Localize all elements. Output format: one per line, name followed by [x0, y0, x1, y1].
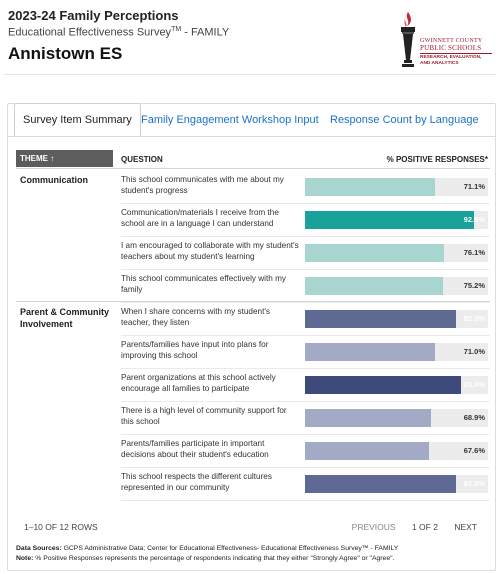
bar-fill [305, 310, 456, 328]
header-divider [4, 74, 496, 75]
bar-value-label: 82.5% [463, 479, 485, 488]
bar-track: 68.9% [305, 409, 488, 427]
bar-track: 71.1% [305, 178, 488, 196]
report-header: 2023-24 Family Perceptions Educational E… [8, 8, 492, 70]
question-text: Parents/families have input into plans f… [121, 340, 269, 360]
tab-underline [8, 136, 495, 137]
note-text: % Positive Responses represents the perc… [33, 555, 395, 562]
question-text: This school respects the different cultu… [121, 472, 272, 492]
bar-track: 82.3% [305, 310, 488, 328]
subtitle-text: Educational Effectiveness Survey [8, 26, 172, 39]
question-text: There is a high level of community suppo… [121, 406, 287, 426]
table-row: This school communicates effectively wit… [121, 269, 490, 303]
bar-track: 85.4% [305, 376, 488, 394]
data-sources-note: Data Sources: GCPS Administrative Data; … [16, 544, 496, 554]
logo-line3: RESEARCH, EVALUATION, AND ANALYTICS [420, 55, 482, 66]
logo-line2: PUBLIC SCHOOLS [420, 44, 482, 52]
tab-bar: Survey Item Summary Family Engagement Wo… [8, 103, 495, 137]
theme-group-parent-community-involvement: Parent & Community Involvement When I sh… [16, 302, 490, 502]
bar-fill [305, 475, 456, 493]
table-row: When I share concerns with my student's … [121, 302, 490, 336]
tab-family-engagement-workshop-input[interactable]: Family Engagement Workshop Input [141, 114, 319, 126]
bar-fill [305, 376, 462, 394]
bar-track: 71.0% [305, 343, 488, 361]
table-row: Parent organizations at this school acti… [121, 368, 490, 402]
report-title: 2023-24 Family Perceptions [8, 8, 179, 23]
bar-value-label: 92.6% [463, 215, 485, 224]
question-text: Parent organizations at this school acti… [121, 373, 276, 393]
bar-value-label: 82.3% [463, 314, 485, 323]
question-text: When I share concerns with my student's … [121, 307, 271, 327]
bar-track: 92.6% [305, 211, 488, 229]
question-text: This school communicates with me about m… [121, 175, 284, 195]
report-subtitle: Educational Effectiveness SurveyTM - FAM… [8, 23, 492, 40]
bar-fill [305, 244, 445, 262]
column-header-theme[interactable]: THEME ↑ [16, 150, 113, 167]
bar-value-label: 71.1% [463, 182, 485, 191]
theme-group-communication: Communication This school communicates w… [16, 170, 490, 303]
gcps-logo: GWINNETT COUNTY PUBLIC SCHOOLS RESEARCH,… [396, 10, 492, 70]
bar-fill [305, 442, 429, 460]
table-row: There is a high level of community suppo… [121, 401, 490, 435]
question-text: I am encouraged to collaborate with my s… [121, 241, 299, 261]
torch-icon [401, 12, 415, 67]
table-row: Parents/families participate in importan… [121, 434, 490, 468]
previous-page-button[interactable]: PREVIOUS [351, 522, 396, 532]
table-row: Parents/families have input into plans f… [121, 335, 490, 369]
bar-track: 75.2% [305, 277, 488, 295]
theme-label: Communication [20, 175, 89, 185]
bar-value-label: 67.6% [463, 446, 485, 455]
next-page-button[interactable]: NEXT [454, 522, 477, 532]
bar-fill [305, 343, 435, 361]
group-separator [16, 301, 490, 302]
subtitle-suffix: - FAMILY [181, 26, 230, 39]
note-label: Note: [16, 555, 34, 562]
logo-rule [420, 53, 492, 54]
table-row: I am encouraged to collaborate with my s… [121, 236, 490, 270]
percent-note: Note: % Positive Responses represents th… [16, 554, 496, 564]
school-name: Annistown ES [8, 43, 123, 63]
column-header-pct-positive[interactable]: % POSITIVE RESPONSES* [386, 155, 488, 164]
bar-track: 76.1% [305, 244, 488, 262]
column-header-question[interactable]: QUESTION [121, 155, 163, 164]
rows-info: 1–10 OF 12 ROWS [24, 522, 98, 532]
pagination: PREVIOUS 1 OF 2 NEXT [338, 522, 477, 532]
bar-fill [305, 178, 436, 196]
question-text: Parents/families participate in importan… [121, 439, 269, 459]
footnotes: Data Sources: GCPS Administrative Data; … [16, 544, 496, 564]
bar-value-label: 71.0% [463, 347, 485, 356]
report-card: Survey Item Summary Family Engagement Wo… [7, 103, 496, 571]
bar-fill [305, 277, 443, 295]
logo-text: GWINNETT COUNTY PUBLIC SCHOOLS RESEARCH,… [420, 38, 492, 66]
tab-response-count-by-language[interactable]: Response Count by Language [330, 114, 479, 126]
theme-label: Parent & Community Involvement [20, 307, 110, 329]
bar-fill [305, 409, 432, 427]
table-row: This school communicates with me about m… [121, 170, 490, 204]
logo-line1: GWINNETT COUNTY [420, 38, 483, 44]
table-row: Communication/materials I receive from t… [121, 203, 490, 237]
bar-fill [305, 211, 475, 229]
bar-value-label: 85.4% [463, 380, 485, 389]
tab-survey-item-summary[interactable]: Survey Item Summary [14, 103, 141, 137]
bar-value-label: 75.2% [463, 281, 485, 290]
table-header: THEME ↑ QUESTION % POSITIVE RESPONSES* [16, 150, 490, 169]
table-row: This school respects the different cultu… [121, 467, 490, 501]
subtitle-tm: TM [171, 26, 182, 33]
data-sources-text: GCPS Administrative Data; Center for Edu… [61, 545, 399, 552]
data-sources-label: Data Sources: [16, 545, 62, 552]
bar-track: 67.6% [305, 442, 488, 460]
question-text: Communication/materials I receive from t… [121, 208, 279, 228]
bar-value-label: 68.9% [463, 413, 485, 422]
page-indicator: 1 OF 2 [411, 522, 438, 532]
bar-track: 82.5% [305, 475, 488, 493]
question-text: This school communicates effectively wit… [121, 274, 287, 294]
bar-value-label: 76.1% [463, 248, 485, 257]
